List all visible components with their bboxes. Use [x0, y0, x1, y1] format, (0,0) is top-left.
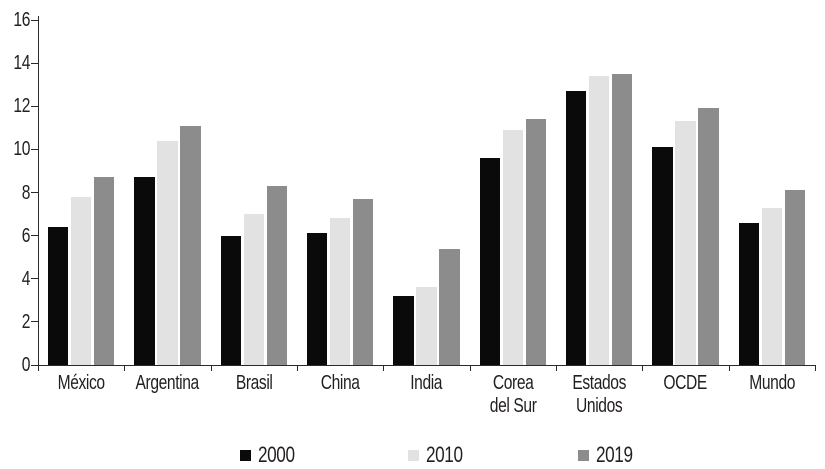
- legend-label: 2000: [258, 442, 295, 467]
- x-axis-label: Corea del Sur: [489, 372, 537, 417]
- legend-label: 2019: [596, 442, 633, 467]
- bar: [416, 287, 437, 365]
- x-axis-label: Estados Unidos: [572, 372, 626, 417]
- legend-item: 2010: [408, 442, 473, 467]
- x-axis-label: México: [57, 372, 105, 394]
- y-tick-label: 14: [13, 52, 31, 75]
- y-tick-mark: [31, 235, 38, 237]
- y-tick-mark: [31, 321, 38, 323]
- bar: [784, 190, 806, 365]
- y-tick-mark: [31, 278, 38, 280]
- y-tick-label: 6: [21, 224, 31, 247]
- bar: [70, 196, 92, 365]
- bar: [306, 233, 328, 365]
- bar: [502, 129, 524, 365]
- x-tick-mark: [642, 366, 644, 371]
- y-tick-mark: [31, 148, 38, 150]
- x-tick-mark: [38, 366, 39, 371]
- y-tick-label: 10: [13, 138, 31, 161]
- bar: [698, 108, 719, 365]
- bar: [393, 296, 414, 365]
- x-tick-mark: [383, 366, 385, 371]
- x-axis-line: [38, 365, 816, 366]
- y-tick-label: 2: [21, 310, 31, 333]
- y-tick-label: 4: [21, 267, 31, 290]
- x-axis-label: China: [320, 372, 360, 394]
- legend-item: 2019: [578, 442, 643, 467]
- bar: [47, 227, 69, 365]
- x-tick-mark: [210, 366, 212, 371]
- y-tick-label: 8: [21, 181, 31, 204]
- chart-legend: 2000 2010 2019: [0, 442, 825, 467]
- x-tick-mark: [297, 366, 298, 371]
- y-tick-mark: [31, 192, 38, 193]
- y-tick-label: 16: [13, 9, 31, 31]
- x-axis-label: Argentina: [135, 372, 200, 394]
- bar: [652, 147, 673, 365]
- y-axis-line: [38, 16, 39, 366]
- bar: [439, 248, 460, 365]
- bar: [243, 214, 265, 365]
- bar: [352, 198, 374, 365]
- bar: [525, 119, 547, 365]
- bar: [180, 125, 201, 365]
- bar: [329, 218, 351, 365]
- bar: [479, 158, 501, 365]
- legend-swatch-icon: [408, 449, 419, 461]
- x-tick-mark: [815, 366, 816, 371]
- legend-swatch-icon: [578, 449, 589, 461]
- bar: [588, 76, 610, 365]
- y-tick-mark: [31, 105, 38, 107]
- bar: [134, 177, 155, 365]
- x-axis-label: India: [410, 372, 443, 394]
- bar: [93, 177, 115, 365]
- bar: [266, 186, 288, 365]
- y-tick-label: 12: [13, 95, 31, 118]
- bar: [565, 91, 587, 365]
- x-tick-mark: [469, 366, 471, 371]
- bar: [738, 222, 760, 365]
- x-tick-mark: [556, 366, 557, 371]
- y-tick-mark: [31, 62, 38, 64]
- y-tick-mark: [31, 19, 38, 21]
- legend-item: 2000: [240, 442, 305, 467]
- legend-swatch-icon: [240, 449, 251, 461]
- y-tick-label: 0: [21, 354, 31, 376]
- x-axis-label: Brasil: [235, 372, 273, 394]
- bar: [220, 235, 242, 365]
- bar: [157, 140, 178, 365]
- bar: [675, 121, 696, 365]
- bar: [761, 207, 783, 365]
- x-axis-label: OCDE: [663, 372, 708, 394]
- y-tick-mark: [31, 364, 38, 366]
- x-axis-label: Mundo: [748, 372, 795, 394]
- x-tick-mark: [728, 366, 730, 371]
- legend-label: 2010: [426, 442, 463, 467]
- bar: [611, 73, 633, 365]
- x-tick-mark: [124, 366, 126, 371]
